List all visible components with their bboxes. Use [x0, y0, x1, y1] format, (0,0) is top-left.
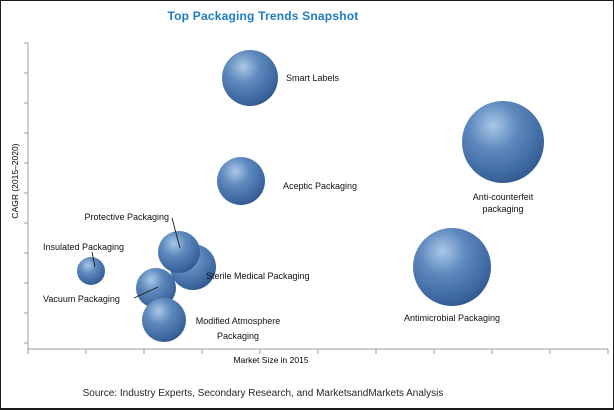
label-insulated-packaging: Insulated Packaging	[43, 242, 124, 252]
bubble-smart-labels	[222, 50, 278, 106]
bubble-protective-packaging	[158, 231, 200, 273]
source-note: Source: Industry Experts, Secondary Rese…	[82, 388, 444, 399]
bubble-anti-counterfeit-packaging	[462, 101, 544, 183]
leader-line-vacuum	[133, 286, 159, 299]
leader-line-protective	[171, 217, 181, 249]
y-axis-title: CAGR (2015–2020)	[10, 143, 20, 218]
label-vacuum-packaging: Vacuum Packaging	[43, 294, 120, 304]
label-sterile-medical-packaging: Sterile Medical Packaging	[206, 271, 310, 281]
label-aceptic-packaging: Aceptic Packaging	[283, 181, 357, 191]
label-smart-labels: Smart Labels	[286, 73, 340, 83]
label-anti-counterfeit-line2: packaging	[482, 204, 523, 214]
x-axis	[27, 348, 609, 354]
chart-title: Top Packaging Trends Snapshot	[167, 9, 359, 23]
label-antimicrobial-packaging: Antimicrobial Packaging	[404, 313, 500, 323]
bubble-insulated-packaging	[77, 257, 105, 285]
label-protective-packaging: Protective Packaging	[84, 212, 169, 222]
bubble-modified-atmosphere-packaging	[142, 298, 186, 342]
label-anti-counterfeit-line1: Anti-counterfeit	[473, 192, 534, 202]
bubble-aceptic-packaging	[217, 157, 265, 205]
label-modified-atmosphere-line1: Modified Atmosphere	[196, 316, 281, 326]
y-axis	[24, 42, 29, 349]
bubble-antimicrobial-packaging	[413, 228, 491, 306]
label-modified-atmosphere-line2: Packaging	[217, 331, 259, 341]
leader-line-insulated	[91, 251, 96, 268]
x-axis-title: Market Size in 2015	[233, 355, 308, 365]
